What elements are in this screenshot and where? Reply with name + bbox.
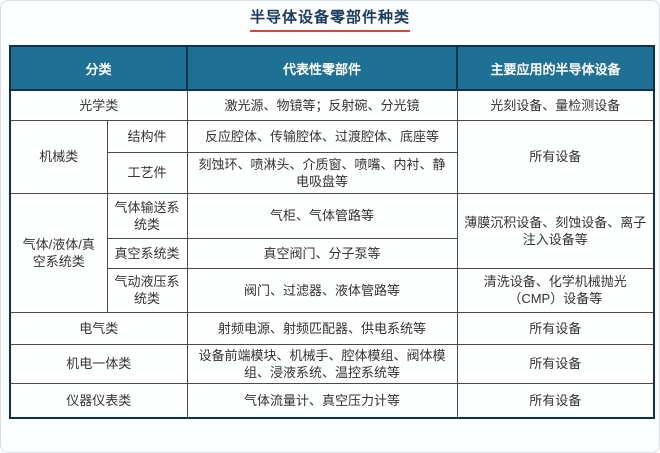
cell-category-instrumentation: 仪器仪表类 xyxy=(9,382,188,419)
cell-subcategory-structural: 结构件 xyxy=(106,119,188,153)
cell-subcategory-vacuum: 真空系统类 xyxy=(106,237,188,269)
cell-parts-electrical: 射频电源、射频匹配器、供电系统等 xyxy=(186,311,458,345)
cell-devices-instrumentation: 所有设备 xyxy=(456,382,655,419)
header-parts: 代表性零部件 xyxy=(186,45,459,91)
row-mechanical-process: 工艺件 刻蚀环、喷淋头、介质窗、喷嘴、内衬、静电吸盘等 xyxy=(10,151,654,194)
title-wrap: 半导体设备零部件种类 xyxy=(1,1,659,32)
cell-parts-structural: 反应腔体、传输腔体、过渡腔体、底座等 xyxy=(186,119,458,153)
cell-devices-electromechanical: 所有设备 xyxy=(456,343,655,384)
row-optical: 光学类 激光源、物镜等；反射碗、分光镜 光刻设备、量检测设备 xyxy=(9,89,655,121)
cell-category-mechanical: 机械类 xyxy=(9,119,108,194)
title-underline xyxy=(250,30,410,32)
row-mechanical-structural: 机械类 结构件 反应腔体、传输腔体、过渡腔体、底座等 所有设备 xyxy=(9,119,655,194)
table-header-row: 分类 代表性零部件 主要应用的半导体设备 xyxy=(8,45,656,91)
header-category: 分类 xyxy=(8,45,189,91)
cell-category-optical: 光学类 xyxy=(9,89,188,121)
cell-devices-mechanical: 所有设备 xyxy=(456,119,655,194)
cell-parts-vacuum: 真空阀门、分子泵等 xyxy=(186,237,458,269)
cell-devices-deposition-etch: 薄膜沉积设备、刻蚀设备、离子注入设备等 xyxy=(456,192,655,269)
row-fluid-gas-delivery: 气体/液体/真空系统类 气体输送系统类 气柜、气体管路等 薄膜沉积设备、刻蚀设备… xyxy=(9,192,655,313)
cell-parts-instrumentation: 气体流量计、真空压力计等 xyxy=(186,382,458,419)
parts-table: 分类 代表性零部件 主要应用的半导体设备 光学类 激光源、物镜等；反射碗、分光镜… xyxy=(8,45,656,419)
cell-subcategory-gas-delivery: 气体输送系统类 xyxy=(106,192,188,239)
cell-parts-pneumatic: 阀门、过滤器、液体管路等 xyxy=(186,267,458,313)
cell-devices-electrical: 所有设备 xyxy=(456,311,655,345)
cell-category-fluid: 气体/液体/真空系统类 xyxy=(9,192,108,313)
cell-subcategory-pneumatic: 气动液压系统类 xyxy=(106,267,188,313)
row-instrumentation: 仪器仪表类 气体流量计、真空压力计等 所有设备 xyxy=(9,382,655,419)
cell-devices-cleaning-cmp: 清洗设备、化学机械抛光（CMP）设备等 xyxy=(456,267,655,313)
cell-parts-optical: 激光源、物镜等；反射碗、分光镜 xyxy=(186,89,458,121)
row-electromechanical: 机电一体类 设备前端模块、机械手、腔体模组、阀体模组、浸液系统、温控系统等 所有… xyxy=(9,343,655,384)
cell-category-electromechanical: 机电一体类 xyxy=(9,343,188,384)
page-title: 半导体设备零部件种类 xyxy=(249,9,410,26)
row-electrical: 电气类 射频电源、射频匹配器、供电系统等 所有设备 xyxy=(9,311,655,345)
cell-devices-optical: 光刻设备、量检测设备 xyxy=(456,89,655,121)
header-devices: 主要应用的半导体设备 xyxy=(456,45,656,91)
row-fluid-pneumatic: 气动液压系统类 阀门、过滤器、液体管路等 清洗设备、化学机械抛光（CMP）设备等 xyxy=(10,267,655,313)
cell-parts-gas-delivery: 气柜、气体管路等 xyxy=(186,192,458,239)
cell-parts-process: 刻蚀环、喷淋头、介质窗、喷嘴、内衬、静电吸盘等 xyxy=(186,151,458,194)
row-fluid-vacuum: 真空系统类 真空阀门、分子泵等 xyxy=(10,237,654,269)
cell-category-electrical: 电气类 xyxy=(9,311,188,345)
cell-parts-electromechanical: 设备前端模块、机械手、腔体模组、阀体模组、浸液系统、温控系统等 xyxy=(186,343,458,384)
cell-subcategory-process: 工艺件 xyxy=(106,151,188,194)
